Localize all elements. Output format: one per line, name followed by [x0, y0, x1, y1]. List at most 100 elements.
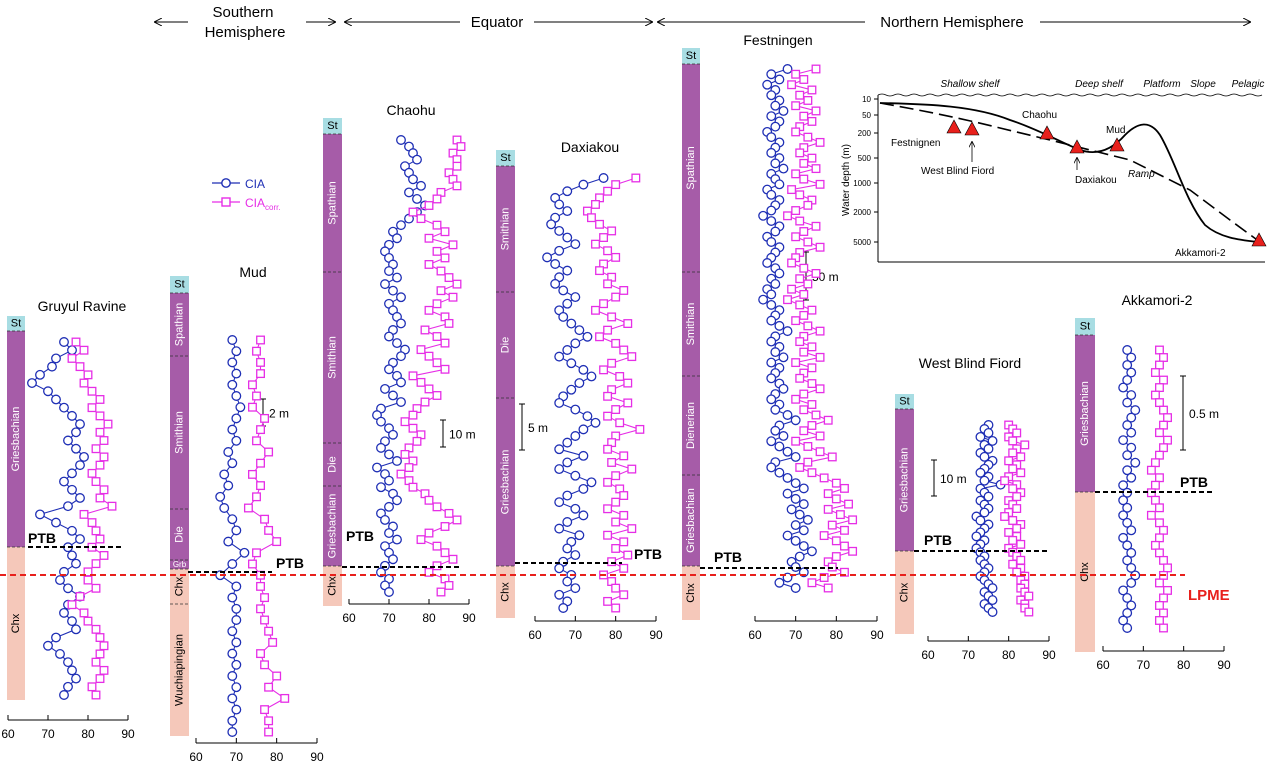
data-point-cia-corr: [1155, 450, 1164, 460]
ramp-label: Ramp: [1128, 169, 1155, 180]
data-point-cia-corr: [243, 503, 253, 513]
x-tick-label-gruyul-ravine: 80: [81, 727, 95, 741]
data-point-cia: [71, 624, 81, 635]
data-point-cia: [778, 383, 789, 394]
stage-label-chx-akkamori-2: Chx: [1079, 562, 1091, 582]
stage-griesbachian-west-blind-fiord: [895, 409, 914, 551]
data-point-cia: [1118, 510, 1129, 521]
stage-spathian-festningen: [682, 64, 700, 272]
data-point-cia: [778, 431, 789, 441]
site-label-chaohu: Chaohu: [1022, 110, 1057, 121]
data-point-cia: [376, 416, 386, 427]
stage-column-daxiakou: St Smithian Die Griesbachian Chx: [496, 150, 515, 618]
data-point-cia-corr: [424, 384, 434, 394]
data-point-cia-corr: [803, 279, 813, 289]
data-point-cia-corr: [452, 279, 462, 289]
section-title-akkamori-2: Akkamori-2: [1122, 292, 1193, 308]
ptb-label-akkamori-2: PTB: [1180, 474, 1208, 490]
data-point-cia: [227, 357, 238, 368]
data-point-cia-corr: [611, 292, 621, 302]
stage-columns: St Griesbachian Chx St Spathian Smithian Die Gr…: [7, 48, 1095, 736]
boundaries: LPME PTB PTB PTB PTB PTB PTB PTB: [0, 474, 1230, 604]
data-point-cia: [392, 233, 402, 244]
data-point-cia: [408, 174, 418, 185]
data-point-cia: [384, 449, 394, 460]
data-point-cia: [75, 419, 85, 430]
data-point-cia: [1122, 623, 1133, 633]
data-point-cia: [562, 265, 573, 276]
data-point-cia: [51, 632, 61, 643]
data-point-cia-corr: [611, 338, 621, 348]
data-point-cia-corr: [803, 442, 813, 451]
data-point-cia-corr: [99, 641, 109, 651]
data-point-cia: [774, 179, 785, 190]
data-point-cia: [75, 493, 85, 503]
x-tick-label-akkamori-2: 60: [1096, 658, 1110, 672]
data-point-cia-corr: [603, 530, 613, 540]
section-title-gruyul-ravine: Gruyul Ravine: [38, 298, 127, 314]
stage-label-griesbachian-festningen: Griesbachian: [685, 488, 697, 553]
site-markers: [946, 119, 1267, 247]
data-point-cia: [47, 361, 57, 372]
stage-label-griesbachian-chaohu: Griesbachian: [327, 494, 339, 559]
data-point-cia-corr: [803, 321, 813, 331]
data-point-cia: [67, 484, 77, 495]
data-point-cia-corr: [619, 286, 629, 295]
data-point-cia-corr: [1012, 492, 1022, 502]
data-point-cia: [570, 503, 581, 514]
inset-ytick-label: 2000: [853, 208, 871, 217]
stage-label-griesbachian-akkamori-2: Griesbachian: [1079, 381, 1091, 446]
data-point-cia-corr: [107, 501, 117, 511]
zone-slope: Slope: [1190, 79, 1216, 90]
stage-column-chaohu: St Spathian Smithian Die Griesbachian Chx: [323, 118, 342, 606]
data-point-cia: [67, 616, 77, 627]
data-point-cia-corr: [440, 227, 450, 237]
stage-label-spathian-festningen: Spathian: [685, 146, 697, 189]
data-point-cia-corr: [799, 405, 809, 415]
data-point-cia: [558, 311, 569, 322]
stage-label-griesbachian-daxiakou: Griesbachian: [500, 450, 512, 515]
data-point-cia-corr: [807, 363, 817, 373]
region-headers: Southern Hemisphere Equator Northern Hem…: [155, 2, 1250, 44]
stage-chx-festningen: [682, 566, 700, 620]
data-point-cia: [590, 417, 601, 428]
data-point-cia: [570, 583, 581, 594]
data-point-cia-corr: [1150, 540, 1160, 550]
data-point-cia: [231, 603, 242, 614]
data-point-cia-corr: [611, 603, 621, 613]
data-point-cia: [1126, 577, 1137, 588]
data-point-cia: [227, 559, 238, 569]
stage-die-daxiakou: [496, 292, 515, 398]
data-point-cia-corr: [264, 727, 274, 737]
data-point-cia-corr: [619, 345, 629, 355]
data-point-cia-corr: [1016, 468, 1026, 478]
legend: CIA CIAcorr.: [212, 177, 281, 212]
data-point-cia-corr: [1159, 375, 1168, 385]
data-point-cia-corr: [791, 394, 801, 404]
data-point-cia-corr: [811, 269, 821, 278]
data-point-cia-corr: [587, 213, 596, 223]
data-point-cia-corr: [795, 148, 805, 158]
data-point-cia-corr: [840, 483, 849, 493]
data-point-cia-corr: [619, 563, 629, 573]
data-point-cia-corr: [91, 624, 101, 634]
data-point-cia: [59, 607, 69, 618]
data-point-cia: [227, 648, 238, 659]
ptb-label-west-blind-fiord: PTB: [924, 532, 952, 548]
data-point-cia-corr: [1004, 456, 1014, 466]
x-tick-label-daxiakou: 80: [609, 628, 623, 642]
data-point-cia-corr: [787, 185, 797, 195]
data-point-cia-corr: [260, 660, 270, 670]
series-cia-corr-festningen: [783, 64, 858, 593]
data-point-cia-corr: [87, 468, 97, 478]
data-point-cia: [235, 402, 246, 413]
data-point-cia-corr: [83, 370, 93, 380]
data-point-cia: [231, 435, 242, 446]
data-point-cia-corr: [627, 352, 637, 362]
data-point-cia: [578, 364, 589, 375]
data-point-cia: [231, 615, 242, 625]
data-point-cia: [231, 581, 242, 592]
x-tick-label-west-blind-fiord: 80: [1002, 648, 1016, 662]
data-point-cia-corr: [400, 449, 410, 459]
stage-label-grb-mud: Grb: [173, 560, 187, 569]
